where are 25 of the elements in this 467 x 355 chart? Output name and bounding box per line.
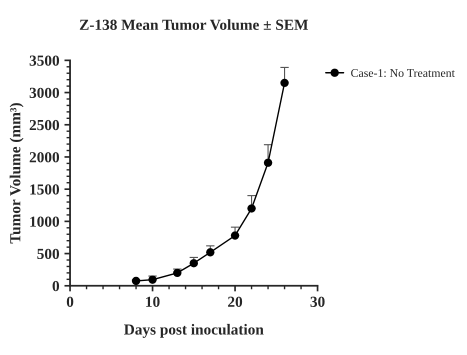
x-tick-label: 30 [310, 296, 325, 307]
point [280, 78, 289, 88]
x-tick-label: 20 [228, 296, 242, 307]
point [264, 158, 272, 167]
y-tick-label: 3500 [30, 55, 60, 66]
y-tick-label: 2500 [30, 120, 60, 130]
point [173, 268, 182, 278]
x-tick-label: 0 [66, 296, 74, 307]
legend-label: Case-1: No Treatment [351, 69, 455, 78]
point [132, 276, 140, 286]
x-axis-title: Days post inoculation [124, 324, 264, 338]
point [206, 248, 214, 256]
point [247, 204, 256, 213]
point [230, 231, 240, 240]
y-tick-label: 3000 [30, 88, 60, 98]
point [190, 259, 198, 268]
y-tick-label: 0 [52, 280, 60, 292]
y-tick-label: 1000 [30, 216, 60, 227]
y-tick-label: 500 [37, 248, 60, 260]
y-tick-label: 2000 [30, 152, 60, 162]
chart-title: Z-138 Mean Tumor Volume ± SEM [80, 19, 308, 30]
y-axis-title: Tumor Volume (mm³) [10, 103, 24, 244]
x-tick-label: 10 [146, 296, 160, 307]
y-tick-label: 1500 [30, 184, 60, 195]
point [148, 275, 157, 284]
